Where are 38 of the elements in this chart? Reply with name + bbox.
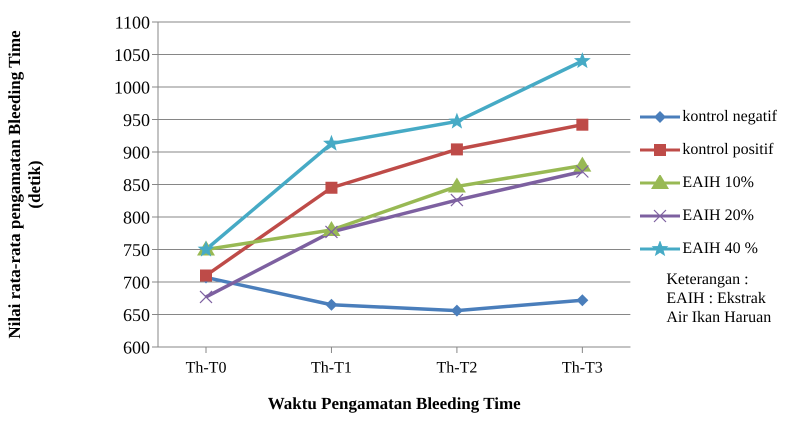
text: EAIH : Ekstrak	[666, 288, 767, 308]
point	[576, 164, 589, 178]
point	[325, 298, 338, 311]
x-axis-title: Waktu Pengamatan Bleeding Time	[268, 394, 522, 413]
point	[324, 135, 340, 150]
point	[448, 177, 466, 192]
x-tick-label: Th-T1	[311, 359, 352, 376]
y-tick-label: 1100	[114, 12, 150, 32]
x-tick-label: Th-T0	[186, 359, 226, 376]
point	[325, 182, 338, 194]
x-tick-label: Th-T2	[436, 359, 478, 376]
legend-label: EAIH 40 %	[682, 240, 758, 258]
legend-label: kontrol positif	[682, 141, 774, 159]
point	[576, 294, 588, 306]
text: Air Ikan Haruan	[666, 308, 772, 326]
y-tick-label: 1050	[114, 44, 150, 65]
y-tick-label: 950	[123, 110, 150, 130]
y-axis-title: Nilai rata-rata pengamatan Bleeding Time (detik)	[5, 30, 44, 339]
point	[199, 290, 213, 304]
point	[449, 113, 465, 128]
point	[450, 194, 464, 207]
point	[574, 52, 590, 68]
y-tick-label: 650	[123, 304, 150, 325]
y-tick-label: 700	[123, 272, 150, 292]
point	[576, 118, 588, 131]
legend-label: EAIH 10%	[682, 174, 754, 192]
y-tick-label: 750	[123, 240, 150, 260]
y-tick-label: 600	[123, 337, 150, 358]
y-tick-label: 850	[123, 174, 150, 195]
text: Keterangan :	[666, 270, 750, 288]
x-tick-label: Th-T3	[562, 359, 603, 376]
legend-label: kontrol negatif	[682, 108, 777, 126]
point	[450, 304, 463, 317]
y-tick-label: 800	[123, 207, 150, 228]
y-tick-label: 1000	[114, 77, 150, 98]
y-tick-label: 900	[123, 142, 150, 162]
legend-label: EAIH 20%	[682, 207, 754, 225]
point	[450, 143, 463, 156]
